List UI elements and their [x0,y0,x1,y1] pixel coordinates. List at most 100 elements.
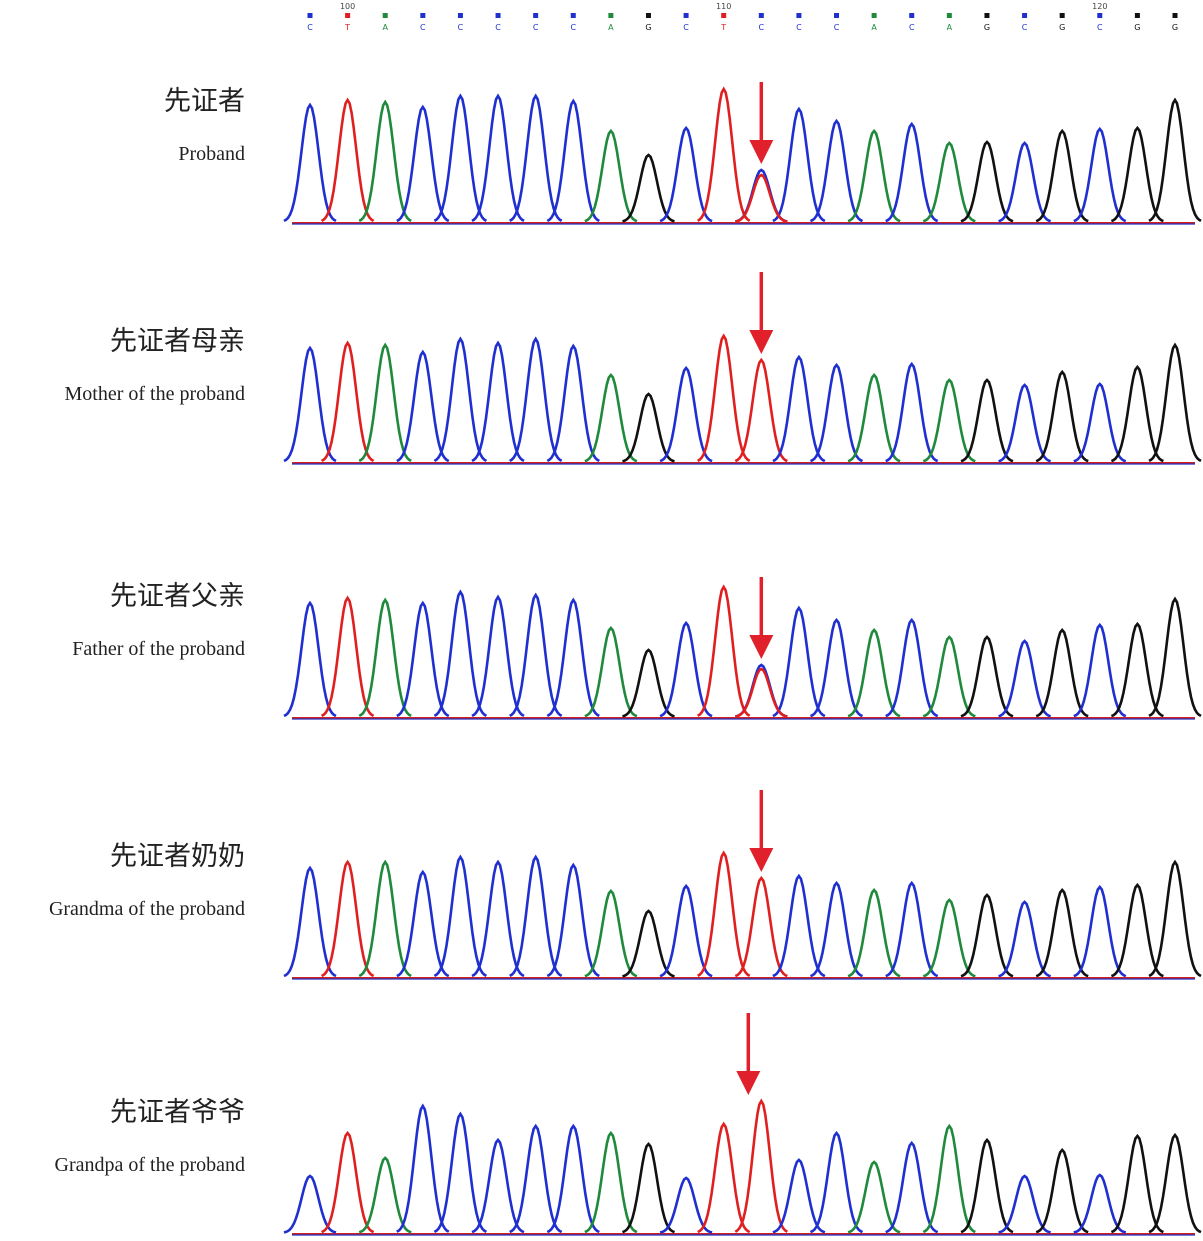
peak [546,98,600,223]
peak [697,584,751,717]
peak [659,620,713,718]
peak [847,887,901,978]
base-call: C [1022,23,1028,32]
peak [960,140,1014,223]
base-square [871,13,877,18]
peak [998,900,1052,978]
base-call: A [871,23,877,32]
peak [772,106,826,223]
base-square [382,13,388,18]
peak [697,850,751,977]
peak [1110,621,1164,718]
peak [960,893,1014,978]
peak [509,592,563,718]
base-call: C [420,23,426,32]
peak [809,118,864,223]
peak [546,862,600,978]
peak [546,1123,600,1234]
peak [358,597,412,718]
peak [998,639,1052,718]
base-call: G [645,23,651,32]
sample-subtitle: Father of the proband [72,638,245,660]
base-square [721,13,727,18]
peak [471,340,525,463]
arrow-head [749,848,774,872]
peak [809,617,864,718]
base-call: C [796,23,802,32]
position-label: 100 [340,2,355,11]
peak [471,859,525,978]
peak [734,875,788,978]
base-square [909,13,915,18]
peak [1148,1132,1202,1234]
base-call: C [909,23,915,32]
base-call: A [382,23,388,32]
base-square [1097,13,1103,18]
base-square [457,13,463,18]
peak [1035,887,1089,978]
peak [1035,128,1089,223]
arrow-head [749,140,774,164]
base-square [834,13,840,18]
peak [809,1130,864,1234]
position-label: 110 [716,2,731,11]
peak [622,153,675,223]
peak [772,873,826,978]
peak [584,1130,638,1234]
peak [885,361,939,463]
peak [358,99,412,223]
peak [1035,1148,1089,1234]
peak [433,1111,488,1234]
peak [885,880,939,978]
peak [922,1123,976,1234]
peak [433,336,488,463]
peak [1148,596,1202,718]
peak [433,854,488,978]
peak [321,1130,375,1234]
peak [998,383,1052,463]
peak [1110,125,1164,223]
base-call: C [458,23,464,32]
base-call: T [720,23,726,32]
peak [922,141,976,223]
peak [509,1123,563,1234]
peak [471,594,525,718]
peak [283,865,337,978]
peak [960,1137,1014,1234]
peak [433,93,488,222]
sample-title: 先证者母亲 [110,326,245,356]
sample-subtitle: Proband [178,143,245,165]
base-call: C [570,23,576,32]
peak [584,625,638,718]
base-square [1059,13,1065,18]
peak [358,342,412,463]
base-call: C [1097,23,1103,32]
peak [696,86,751,222]
base-call: G [984,23,990,32]
peak [772,605,826,718]
base-call: T [344,23,350,32]
base-call: C [683,23,689,32]
peak [809,362,864,463]
sample-title: 先证者爷爷 [110,1097,245,1127]
peak [847,128,901,223]
peak [960,635,1014,718]
base-call: C [533,23,539,32]
arrow-head [749,635,774,659]
base-square [645,13,651,18]
peak [584,128,638,223]
peak [622,648,675,718]
base-square [570,13,576,18]
base-square [495,13,501,18]
base-call: C [759,23,765,32]
peak [1148,859,1202,978]
peak [810,880,863,978]
base-call: G [1172,23,1178,32]
peak [847,627,901,718]
peak [320,97,375,223]
base-square [345,13,351,18]
peak [509,93,563,222]
peak [396,600,450,718]
peak [1035,627,1089,718]
